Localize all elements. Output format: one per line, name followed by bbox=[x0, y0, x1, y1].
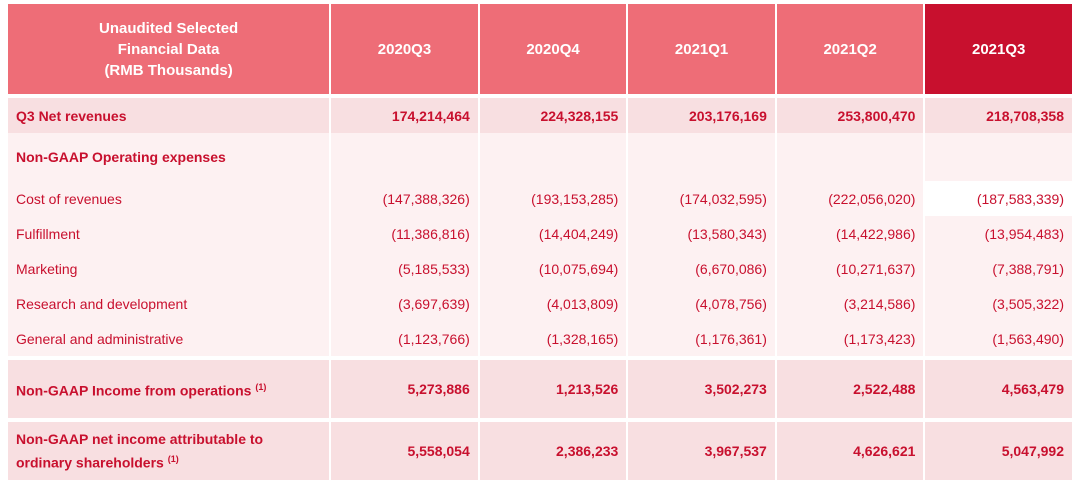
row-label: Fulfillment bbox=[8, 216, 330, 251]
period-header: 2021Q1 bbox=[628, 4, 775, 94]
opex-section-row: Non-GAAP Operating expenses bbox=[8, 133, 1072, 181]
header-row: Unaudited Selected Financial Data (RMB T… bbox=[8, 4, 1072, 94]
cell-value: (1,563,490) bbox=[925, 321, 1072, 356]
period-header-highlight: 2021Q3 bbox=[925, 4, 1072, 94]
cell-value: (147,388,326) bbox=[331, 181, 478, 216]
cell-value: (3,214,586) bbox=[776, 286, 924, 321]
financial-table-container: Unaudited Selected Financial Data (RMB T… bbox=[6, 4, 1074, 486]
title-line-3: (RMB Thousands) bbox=[104, 61, 233, 79]
cell-value: (1,123,766) bbox=[331, 321, 478, 356]
cell-value: (1,328,165) bbox=[479, 321, 627, 356]
section-label: Non-GAAP Operating expenses bbox=[8, 133, 330, 181]
cell-value: (7,388,791) bbox=[925, 251, 1072, 286]
row-label: Non-GAAP Income from operations (1) bbox=[8, 360, 330, 418]
table-title-header: Unaudited Selected Financial Data (RMB T… bbox=[8, 4, 330, 94]
fulfillment-row: Fulfillment (11,386,816) (14,404,249) (1… bbox=[8, 216, 1072, 251]
cell-value: 5,047,992 bbox=[925, 422, 1072, 480]
cell-value: 4,563,479 bbox=[925, 360, 1072, 418]
cell-value: 2,386,233 bbox=[479, 422, 627, 480]
cell-value: (174,032,595) bbox=[628, 181, 775, 216]
cell-value: 253,800,470 bbox=[776, 98, 924, 133]
cell-value: (14,422,986) bbox=[776, 216, 924, 251]
cell-value: (10,075,694) bbox=[479, 251, 627, 286]
cell-value: (14,404,249) bbox=[479, 216, 627, 251]
row-label: Q3 Net revenues bbox=[8, 98, 330, 133]
period-header: 2020Q3 bbox=[331, 4, 478, 94]
cell-value: (187,583,339) bbox=[925, 181, 1072, 216]
cell-value: (222,056,020) bbox=[776, 181, 924, 216]
title-line-2: Financial Data bbox=[117, 40, 220, 58]
cell-value: (10,271,637) bbox=[776, 251, 924, 286]
cell-value: (3,505,322) bbox=[925, 286, 1072, 321]
period-header: 2021Q2 bbox=[776, 4, 924, 94]
cell-value: (1,176,361) bbox=[628, 321, 775, 356]
cell-value: (5,185,533) bbox=[331, 251, 478, 286]
cell-value: 1,213,526 bbox=[479, 360, 627, 418]
title-line-1: Unaudited Selected bbox=[99, 19, 239, 37]
row-label: Research and development bbox=[8, 286, 330, 321]
period-header: 2020Q4 bbox=[479, 4, 627, 94]
cell-value: 218,708,358 bbox=[925, 98, 1072, 133]
cell-value: 4,626,621 bbox=[776, 422, 924, 480]
cell-value: (11,386,816) bbox=[331, 216, 478, 251]
financial-data-table: Unaudited Selected Financial Data (RMB T… bbox=[6, 4, 1074, 480]
net-income-row: Non-GAAP net income attributable to ordi… bbox=[8, 422, 1072, 480]
income-ops-label: Non-GAAP Income from operations bbox=[16, 382, 252, 399]
cell-value: 5,558,054 bbox=[331, 422, 478, 480]
cell-value: (3,697,639) bbox=[331, 286, 478, 321]
net-income-label-line-1: Non-GAAP net income attributable to bbox=[16, 431, 264, 448]
cell-value: (193,153,285) bbox=[479, 181, 627, 216]
cell-value: 5,273,886 bbox=[331, 360, 478, 418]
cell-value: 3,502,273 bbox=[628, 360, 775, 418]
cell-value: 224,328,155 bbox=[479, 98, 627, 133]
cell-value: (4,078,756) bbox=[628, 286, 775, 321]
row-label: Cost of revenues bbox=[8, 181, 330, 216]
net-income-label-line-2: ordinary shareholders bbox=[16, 454, 164, 471]
footnote-marker: (1) bbox=[255, 382, 267, 393]
cell-value: 174,214,464 bbox=[331, 98, 478, 133]
footnote-marker: (1) bbox=[167, 454, 179, 465]
general-admin-row: General and administrative (1,123,766) (… bbox=[8, 321, 1072, 356]
cell-value: 203,176,169 bbox=[628, 98, 775, 133]
income-ops-row: Non-GAAP Income from operations (1) 5,27… bbox=[8, 360, 1072, 418]
cell-value: (13,954,483) bbox=[925, 216, 1072, 251]
row-label: General and administrative bbox=[8, 321, 330, 356]
cell-value: 3,967,537 bbox=[628, 422, 775, 480]
marketing-row: Marketing (5,185,533) (10,075,694) (6,67… bbox=[8, 251, 1072, 286]
row-label: Non-GAAP net income attributable to ordi… bbox=[8, 422, 330, 480]
cell-value: (13,580,343) bbox=[628, 216, 775, 251]
cell-value: 2,522,488 bbox=[776, 360, 924, 418]
row-label: Marketing bbox=[8, 251, 330, 286]
cost-of-revenues-row: Cost of revenues (147,388,326) (193,153,… bbox=[8, 181, 1072, 216]
research-row: Research and development (3,697,639) (4,… bbox=[8, 286, 1072, 321]
cell-value: (6,670,086) bbox=[628, 251, 775, 286]
cell-value: (1,173,423) bbox=[776, 321, 924, 356]
net-revenues-row: Q3 Net revenues 174,214,464 224,328,155 … bbox=[8, 98, 1072, 133]
cell-value: (4,013,809) bbox=[479, 286, 627, 321]
